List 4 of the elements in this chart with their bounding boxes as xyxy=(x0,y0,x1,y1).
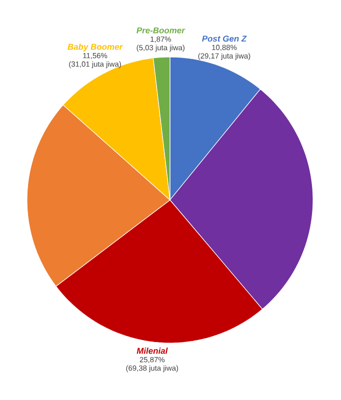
slice-label: Post Gen Z xyxy=(202,36,247,42)
slice-label: Pre-Boomer xyxy=(136,27,186,34)
slice-label: Milenial xyxy=(136,348,168,354)
slice-label: Baby Boomer xyxy=(68,44,123,52)
